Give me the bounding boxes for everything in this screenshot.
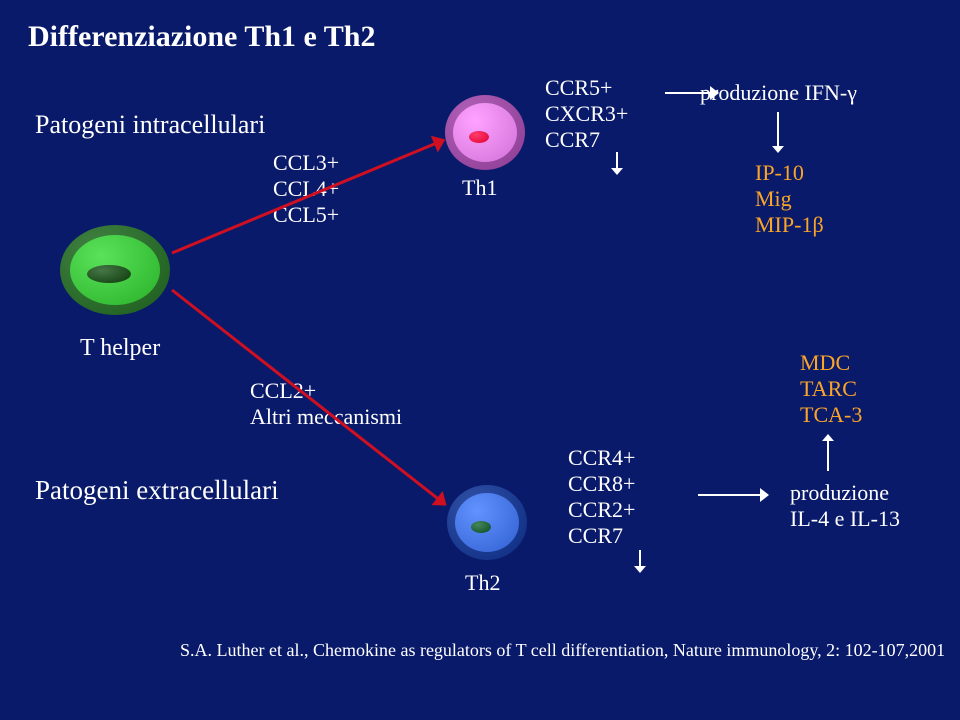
label-th1: Th1 [462,175,497,201]
cell-th2-blue [447,485,527,560]
label-ccr4-8-2-7: CCR4+ CCR8+ CCR2+ CCR7 [568,445,635,549]
arrow-red-to-th2 [172,290,446,505]
label-patogeni-extracellulari: Patogeni extracellulari [35,475,279,506]
label-produzione-il: produzione IL-4 e IL-13 [790,480,900,532]
label-patogeni-intracellulari: Patogeni intracellulari [35,110,265,140]
label-thelper: T helper [80,335,160,362]
citation: S.A. Luther et al., Chemokine as regulat… [180,640,945,661]
slide: Differenziazione Th1 e Th2 Patogeni intr… [0,0,960,720]
slide-title: Differenziazione Th1 e Th2 [28,20,376,54]
label-ip10-mig-mip: IP-10 Mig MIP-1β [755,160,824,238]
cell-th1-pink [445,95,525,170]
cell-thelper-green [60,225,170,315]
label-mdc-tarc-tca3: MDC TARC TCA-3 [800,350,862,428]
label-ccl2-altri: CCL2+ Altri meccanismi [250,378,402,430]
label-produzione-ifn: produzione IFN-γ [700,80,857,106]
label-th2: Th2 [465,570,500,596]
label-ccr5-cxcr3-ccr7: CCR5+ CXCR3+ CCR7 [545,75,628,153]
